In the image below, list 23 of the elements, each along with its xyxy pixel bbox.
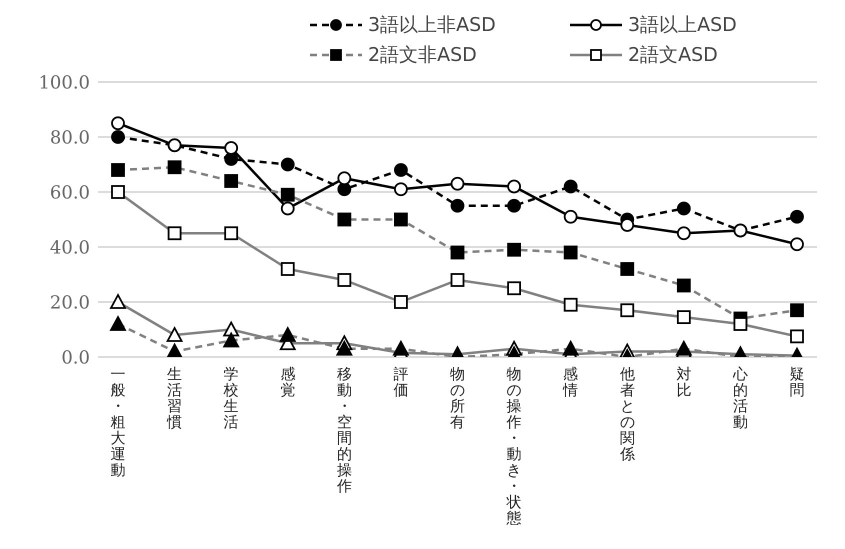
y-tick-label: 80.0	[50, 127, 90, 148]
x-tick-label: 物の所有	[450, 365, 465, 431]
x-tick-label: 評価	[393, 365, 408, 399]
x-tick-label: 学校生活	[222, 365, 239, 431]
y-tick-label: 100.0	[38, 72, 90, 94]
y-tick-label: 60.0	[50, 182, 90, 204]
y-tick-label: 0.0	[61, 347, 90, 368]
x-tick-label: 心的活動	[732, 365, 748, 431]
x-tick-label: 一般・粗大運動	[110, 365, 126, 479]
category-label: 物の操作・動き・状態	[506, 365, 522, 527]
x-tick-label: 疑問	[790, 365, 804, 399]
x-tick-label: 感覚	[280, 365, 296, 399]
x-tick-label: 移動・空間的操作	[336, 365, 352, 495]
x-tick-label: 生活習慣	[166, 365, 182, 431]
y-tick-label: 40.0	[50, 237, 90, 258]
x-tick-label: 感情	[562, 365, 578, 399]
legend-label: 2語文ASD	[628, 43, 718, 68]
x-tick-label: 対比	[676, 365, 692, 399]
y-tick-label: 20.0	[50, 292, 90, 314]
legend-label: 3語以上非ASD	[368, 13, 496, 38]
legend-label: 2語文非ASD	[368, 43, 477, 68]
legend-label: 3語以上ASD	[628, 13, 737, 38]
x-tick-label: 他者との関係	[618, 365, 635, 463]
